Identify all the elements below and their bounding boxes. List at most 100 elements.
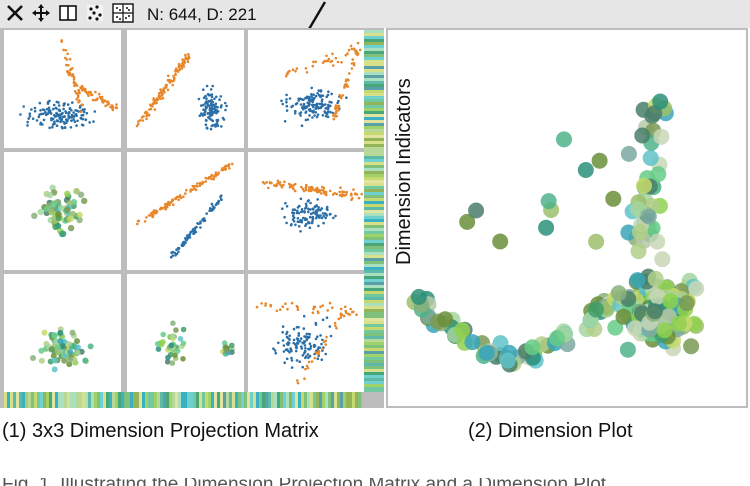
projection-point [171, 83, 174, 87]
strip-band [364, 165, 384, 168]
projection-point [215, 95, 218, 99]
projection-point [180, 356, 186, 362]
strip-band [364, 282, 384, 285]
projection-point [208, 207, 212, 210]
projection-point [196, 182, 199, 185]
projection-point [82, 357, 89, 364]
strip-band [181, 392, 184, 408]
projection-point [142, 115, 145, 118]
projection-point [302, 98, 305, 101]
projection-cell-r1-c1[interactable] [4, 30, 121, 148]
projection-point [339, 313, 343, 317]
projection-point [278, 181, 281, 185]
projection-point [152, 102, 155, 105]
strip-band [364, 129, 384, 132]
projection-point [73, 120, 77, 123]
projection-point [356, 53, 359, 57]
projection-point [300, 221, 303, 224]
strip-band [364, 81, 384, 84]
projection-point [282, 350, 286, 353]
projection-point [310, 93, 313, 96]
strip-band [364, 243, 384, 246]
strip-band [364, 96, 384, 99]
projection-cell-r3-c3[interactable] [248, 274, 365, 392]
strip-band [364, 78, 384, 81]
projection-point [177, 198, 180, 202]
projection-cell-r1-c3[interactable] [248, 30, 365, 148]
dimension-point [556, 131, 572, 148]
projection-point [152, 97, 155, 100]
projection-cell-r1-c2[interactable] [127, 30, 244, 148]
projection-point [324, 352, 327, 356]
dimension-point [454, 322, 471, 339]
dimension-point [468, 202, 485, 219]
projection-point [68, 71, 72, 75]
projection-point [316, 209, 319, 212]
strip-band [364, 270, 384, 273]
projection-point [62, 48, 65, 52]
projection-point [57, 338, 64, 345]
projection-cell-r3-c1[interactable] [4, 274, 121, 392]
strip-band [25, 392, 28, 408]
dimension-plot[interactable]: Dimension Indicators [386, 28, 748, 408]
projection-point [175, 69, 179, 73]
strip-band [364, 276, 384, 279]
projection-point [314, 107, 317, 110]
projection-point [304, 186, 308, 190]
strip-band [364, 60, 384, 63]
projection-point [332, 117, 336, 121]
projection-point [324, 103, 327, 106]
strip-band [124, 392, 127, 408]
strip-band [250, 392, 253, 408]
dimension-point [629, 272, 646, 289]
projection-point [300, 185, 303, 189]
projection-point [314, 94, 318, 98]
projection-point [283, 215, 286, 219]
panel-icon[interactable] [57, 2, 79, 24]
grid-icon[interactable] [112, 2, 134, 24]
projection-cell-r2-c2[interactable] [127, 152, 244, 270]
projection-point [26, 124, 29, 127]
strip-band [364, 213, 384, 216]
strip-band [205, 392, 208, 408]
projection-point [172, 352, 178, 358]
strip-band [337, 392, 340, 408]
projection-point [65, 340, 72, 347]
figure-caption: Fig. 1. Illustrating the Dimension Proje… [2, 478, 606, 486]
projection-point [210, 173, 214, 177]
projection-point [338, 190, 341, 194]
projection-point [329, 212, 332, 216]
projection-point [166, 88, 170, 92]
projection-point [316, 335, 319, 338]
projection-point [313, 188, 317, 192]
strip-band [22, 392, 25, 408]
projection-point [255, 305, 259, 309]
strip-band [364, 324, 384, 327]
strip-band [292, 392, 295, 408]
projection-point [168, 203, 171, 207]
strip-band [274, 392, 277, 408]
projection-point [206, 92, 210, 96]
strip-band [364, 123, 384, 126]
dimension-point [653, 128, 670, 145]
projection-point [303, 377, 306, 380]
projection-point [80, 103, 83, 107]
projection-cell-r2-c3[interactable] [248, 152, 365, 270]
projection-scatter [154, 320, 236, 366]
projection-point [298, 360, 301, 363]
strip-band [364, 138, 384, 141]
projection-point [189, 188, 193, 191]
move-icon[interactable] [30, 2, 52, 24]
projection-point [63, 122, 66, 125]
projection-point [324, 339, 327, 343]
projection-point [279, 183, 282, 187]
projection-cell-r2-c1[interactable] [4, 152, 121, 270]
projection-point [220, 104, 223, 107]
projection-cell-r3-c2[interactable] [127, 274, 244, 392]
projection-point [302, 189, 306, 193]
close-icon[interactable] [4, 2, 26, 24]
scatter-icon[interactable] [84, 2, 106, 24]
projection-point [292, 341, 295, 345]
projection-point [200, 104, 203, 107]
dimension-plot-canvas[interactable] [388, 30, 746, 406]
